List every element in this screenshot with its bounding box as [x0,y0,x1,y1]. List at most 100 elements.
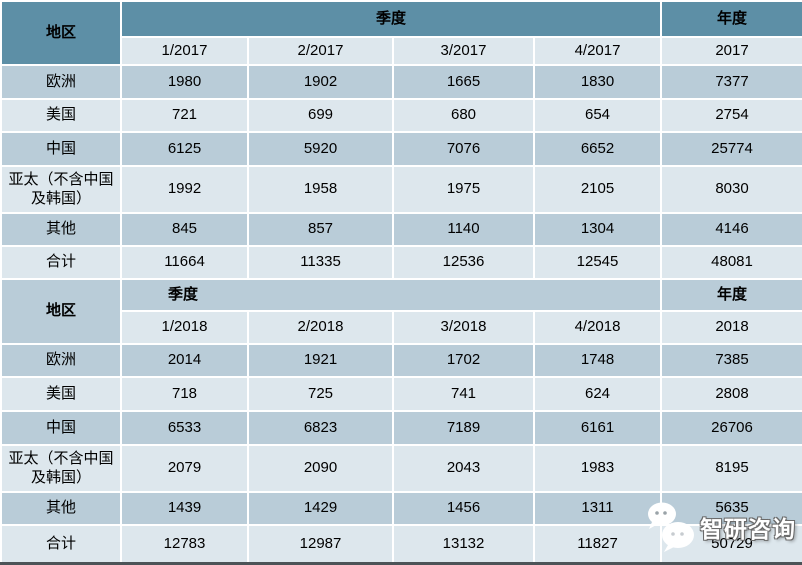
value-cell: 4146 [660,212,802,247]
subheader-cell: 1/2017 [120,36,249,66]
value-cell: 12783 [120,524,249,564]
value-cell: 1304 [532,212,663,247]
region-header-cell: 地区 [0,0,122,66]
value-cell: 725 [247,376,394,412]
value-cell: 624 [532,376,663,412]
value-cell: 6125 [120,131,249,167]
value-cell: 2014 [120,343,249,378]
table-row: 美国 718 725 741 624 2808 [0,376,802,412]
value-cell: 1958 [247,165,394,214]
subheader-cell: 3/2017 [392,36,535,66]
value-cell: 13132 [392,524,535,564]
table-row: 美国 721 699 680 654 2754 [0,98,802,133]
value-cell: 5920 [247,131,394,167]
year-header-cell: 年度 [660,0,802,38]
value-cell: 1975 [392,165,535,214]
value-cell: 1456 [392,491,535,526]
subheader-cell: 1/2018 [120,310,249,345]
quarter-header-cell: 季度 [119,278,663,312]
value-cell: 1921 [247,343,394,378]
subheader-cell: 4/2017 [532,36,663,66]
table-row: 合计 11664 11335 12536 12545 48081 [0,245,802,280]
value-cell: 1439 [120,491,249,526]
value-cell: 7189 [392,410,535,446]
value-cell: 12536 [392,245,535,280]
value-cell: 721 [120,98,249,133]
value-cell: 5635 [660,491,802,526]
region-cell: 亚太（不含中国及韩国） [0,444,122,493]
value-cell: 1992 [120,165,249,214]
value-cell: 2043 [392,444,535,493]
value-cell: 12545 [532,245,663,280]
table-row: 中国 6125 5920 7076 6652 25774 [0,131,802,167]
value-cell: 11664 [120,245,249,280]
region-cell: 其他 [0,491,122,526]
subheader-cell: 3/2018 [392,310,535,345]
region-cell: 美国 [0,98,122,133]
value-cell: 857 [247,212,394,247]
value-cell: 48081 [660,245,802,280]
value-cell: 1980 [120,64,249,100]
value-cell: 2105 [532,165,663,214]
value-cell: 845 [120,212,249,247]
region-cell: 中国 [0,131,122,167]
region-cell: 中国 [0,410,122,446]
region-cell: 其他 [0,212,122,247]
value-cell: 1702 [392,343,535,378]
value-cell: 1311 [532,491,663,526]
region-cell: 合计 [0,524,122,564]
table-bottom-border [0,562,802,565]
value-cell: 654 [532,98,663,133]
table-row: 欧洲 1980 1902 1665 1830 7377 [0,64,802,100]
value-cell: 11827 [532,524,663,564]
value-cell: 1830 [532,64,663,100]
value-cell: 8030 [660,165,802,214]
region-cell: 欧洲 [0,64,122,100]
value-cell: 25774 [660,131,802,167]
value-cell: 6652 [532,131,663,167]
table-row: 亚太（不含中国及韩国） 2079 2090 2043 1983 8195 [0,444,802,493]
value-cell: 7377 [660,64,802,100]
value-cell: 6823 [247,410,394,446]
year-header-cell: 年度 [660,278,802,312]
quarter-header-cell: 季度 [119,0,663,38]
value-cell: 1140 [392,212,535,247]
region-cell: 合计 [0,245,122,280]
value-cell: 6161 [532,410,663,446]
value-cell: 1748 [532,343,663,378]
table-row: 亚太（不含中国及韩国） 1992 1958 1975 2105 8030 [0,165,802,214]
subheader-cell: 4/2018 [532,310,663,345]
value-cell: 1983 [532,444,663,493]
subheader-cell: 2017 [660,36,802,66]
subheader-cell: 2/2018 [247,310,394,345]
value-cell: 12987 [247,524,394,564]
region-header-cell: 地区 [0,278,122,345]
value-cell: 26706 [660,410,802,446]
value-cell: 2808 [660,376,802,412]
value-cell: 2079 [120,444,249,493]
value-cell: 8195 [660,444,802,493]
table-row: 其他 1439 1429 1456 1311 5635 [0,491,802,526]
value-cell: 2090 [247,444,394,493]
region-cell: 亚太（不含中国及韩国） [0,165,122,214]
value-cell: 741 [392,376,535,412]
value-cell: 1902 [247,64,394,100]
value-cell: 11335 [247,245,394,280]
region-cell: 美国 [0,376,122,412]
table-row: 欧洲 2014 1921 1702 1748 7385 [0,343,802,378]
region-cell: 欧洲 [0,343,122,378]
table-row: 其他 845 857 1140 1304 4146 [0,212,802,247]
value-cell: 699 [247,98,394,133]
value-cell: 7076 [392,131,535,167]
subheader-cell: 2/2017 [247,36,394,66]
value-cell: 7385 [660,343,802,378]
value-cell: 2754 [660,98,802,133]
table-row: 中国 6533 6823 7189 6161 26706 [0,410,802,446]
table-row: 合计 12783 12987 13132 11827 50729 [0,524,802,564]
subheader-cell: 2018 [660,310,802,345]
value-cell: 718 [120,376,249,412]
value-cell: 680 [392,98,535,133]
value-cell: 50729 [660,524,802,564]
value-cell: 6533 [120,410,249,446]
